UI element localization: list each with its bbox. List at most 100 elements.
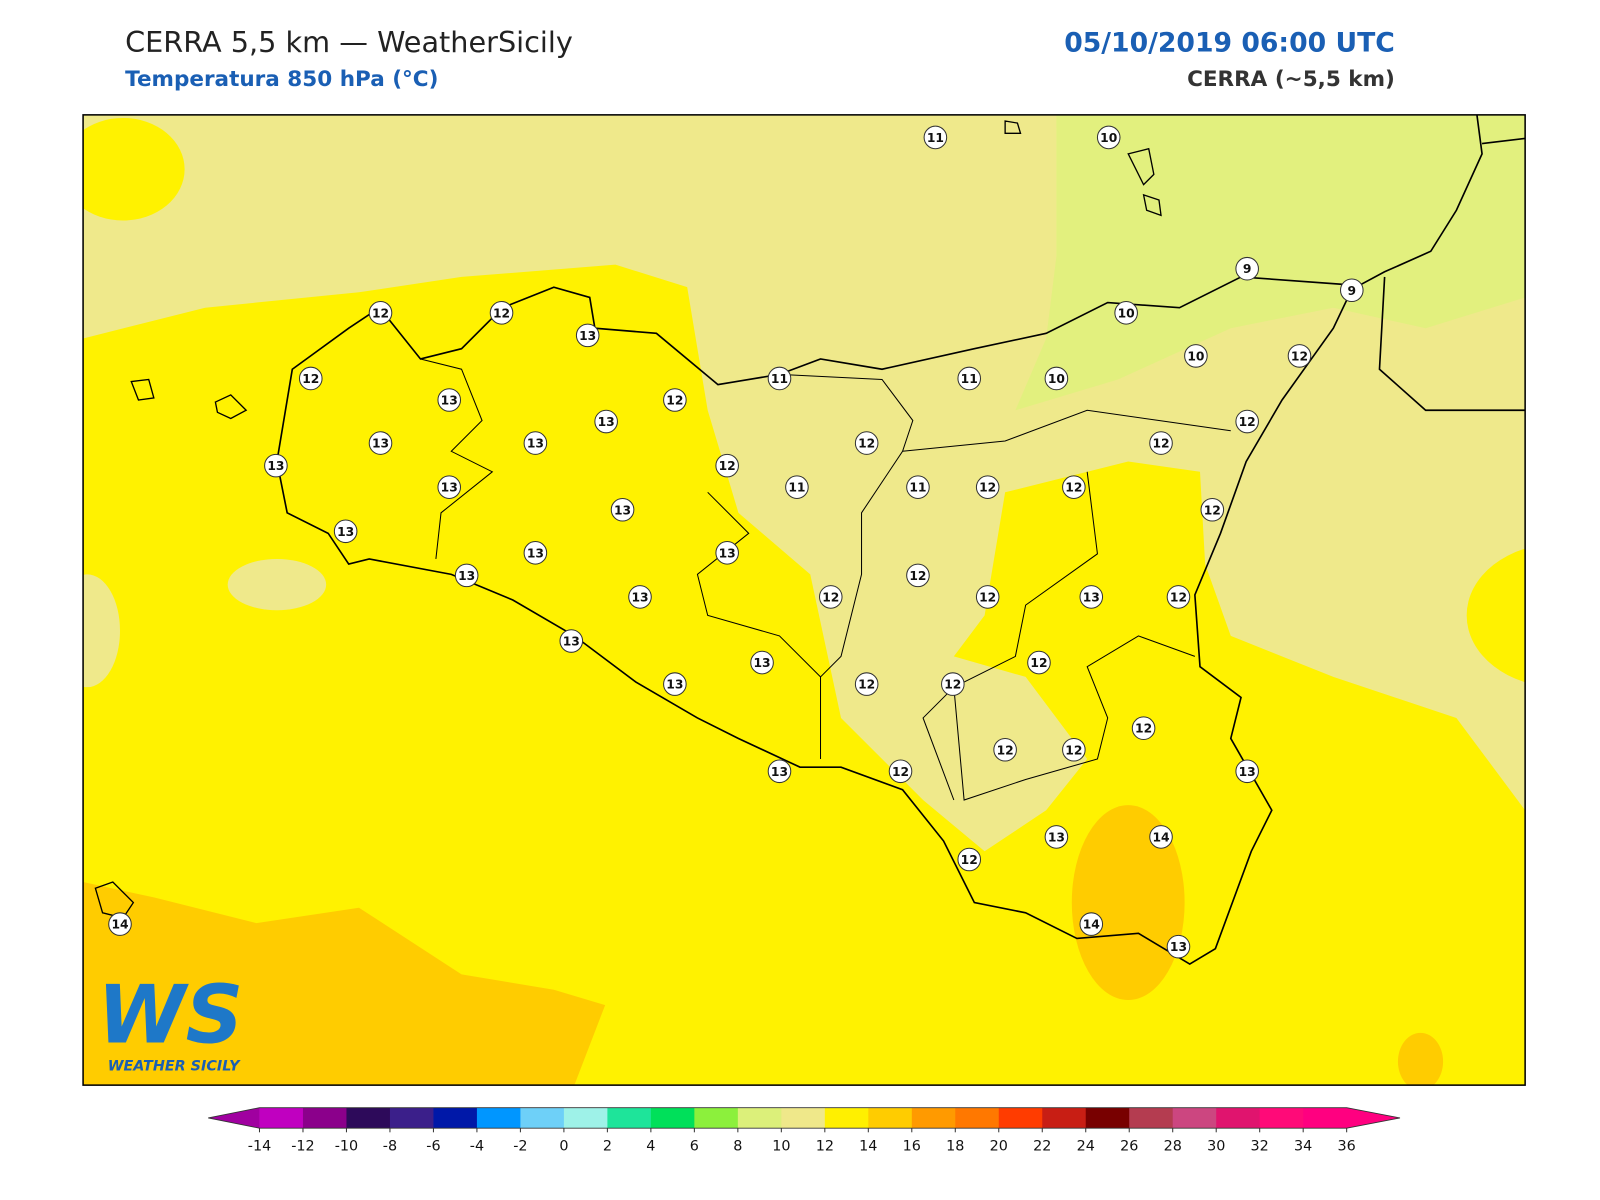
colorbar-tick-label: 34 — [1294, 1139, 1312, 1155]
station-value: 13 — [631, 590, 648, 604]
station-value: 13 — [1239, 765, 1256, 779]
station-marker — [663, 672, 687, 696]
station-marker — [559, 629, 584, 653]
station-value: 12 — [719, 459, 736, 473]
logo: WS WEATHER SICILY — [97, 968, 243, 1074]
colorbar-segment — [955, 1107, 1000, 1129]
station-value: 12 — [1291, 349, 1308, 363]
station-marker — [1287, 344, 1312, 368]
station-marker — [1079, 912, 1104, 936]
station-value: 12 — [372, 306, 389, 320]
colorbar-segment — [781, 1107, 826, 1129]
colorbar-tick-label: -12 — [291, 1139, 314, 1155]
station-marker — [663, 388, 687, 412]
station-marker — [715, 453, 739, 478]
station-marker — [906, 475, 930, 499]
colorbar: -14 -12 -10 -8 -6 -4 -2 0 2 4 6 8 10 12 14 16 18 20 22 24 26… — [208, 1107, 1401, 1155]
station-marker — [264, 453, 288, 478]
colorbar-segment — [737, 1107, 782, 1129]
station-value: 13 — [771, 765, 788, 779]
colorbar-tick-label: 10 — [772, 1139, 790, 1155]
station-marker — [1339, 278, 1364, 303]
station-value: 12 — [858, 678, 875, 692]
station-value: 12 — [909, 569, 926, 583]
station-value: 12 — [1135, 722, 1152, 736]
colorbar-tick-label: 28 — [1164, 1139, 1182, 1155]
colorbar-segment — [1085, 1107, 1130, 1129]
station-marker — [715, 541, 739, 565]
colorbar-tick-label: -6 — [426, 1139, 440, 1155]
station-value: 13 — [614, 503, 631, 517]
station-marker — [1131, 716, 1156, 740]
station-marker — [108, 912, 132, 936]
station-marker — [818, 585, 843, 609]
colorbar-segment — [389, 1107, 434, 1129]
station-marker — [1184, 344, 1208, 368]
map-frame — [82, 114, 1526, 1086]
colorbar-segment — [911, 1107, 956, 1129]
station-value: 12 — [822, 590, 839, 604]
station-marker — [785, 475, 809, 499]
station-value: 11 — [771, 372, 788, 386]
colorbar-tick-label: 30 — [1207, 1139, 1225, 1155]
station-marker — [1235, 409, 1259, 434]
station-marker — [628, 585, 652, 609]
colorbar-tick-label: 24 — [1077, 1139, 1095, 1155]
station-value: 13 — [666, 678, 683, 692]
station-value: 12 — [1239, 415, 1256, 429]
station-value: 11 — [961, 372, 978, 386]
station-marker — [1062, 737, 1086, 762]
station-value: 12 — [858, 437, 875, 451]
station-marker — [993, 737, 1017, 762]
colorbar-tick-label: 4 — [646, 1139, 655, 1155]
datetime: 05/10/2019 06:00 UTC — [1064, 28, 1395, 59]
stations: 11 10 9 9 10 12 12 13 10 12 12 11 11 10 13 12 13 12 13 13 12… — [108, 125, 1364, 959]
colorbar-tick-label: 2 — [603, 1139, 612, 1155]
station-value: 13 — [1170, 940, 1187, 954]
colorbar-segment — [1259, 1107, 1304, 1129]
station-marker — [610, 497, 635, 522]
station-value: 12 — [1065, 481, 1082, 495]
station-value: 12 — [1030, 656, 1047, 670]
station-marker — [368, 431, 393, 455]
station-marker — [888, 759, 913, 784]
station-value: 13 — [458, 569, 475, 583]
station-marker — [767, 759, 792, 784]
colorbar-tick-label: 14 — [859, 1139, 877, 1155]
colorbar-segment — [520, 1107, 565, 1129]
station-marker — [1027, 650, 1051, 675]
station-value: 9 — [1348, 284, 1357, 298]
colorbar-under — [208, 1107, 260, 1129]
station-marker — [1062, 475, 1086, 499]
station-marker — [1200, 497, 1225, 522]
colorbar-segment — [607, 1107, 652, 1129]
colorbar-segment — [1303, 1107, 1348, 1129]
station-value: 12 — [997, 743, 1014, 757]
station-value: 12 — [1065, 743, 1082, 757]
colorbar-segment — [650, 1107, 695, 1129]
colorbar-tick-label: 22 — [1033, 1139, 1051, 1155]
station-marker — [1149, 825, 1173, 849]
station-value: 12 — [1152, 437, 1169, 451]
colorbar-over — [1346, 1107, 1400, 1129]
station-value: 13 — [1083, 590, 1100, 604]
station-value: 14 — [111, 918, 128, 932]
station-value: 10 — [1118, 306, 1135, 320]
station-value: 12 — [493, 306, 510, 320]
colorbar-tick-label: -10 — [335, 1139, 358, 1155]
logo-text: WEATHER SICILY — [108, 1059, 241, 1075]
colorbar-tick-label: 12 — [816, 1139, 834, 1155]
station-marker — [454, 563, 479, 588]
colorbar-tick-label: -4 — [470, 1139, 484, 1155]
station-value: 12 — [892, 765, 909, 779]
colorbar-tick-label: 8 — [733, 1139, 742, 1155]
colorbar-tick-label: 26 — [1120, 1139, 1138, 1155]
colorbar-tick-label: 0 — [559, 1139, 568, 1155]
title: CERRA 5,5 km — WeatherSicily — [125, 25, 573, 59]
colorbar-segment — [302, 1107, 347, 1129]
station-value: 12 — [302, 372, 319, 386]
station-value: 12 — [944, 678, 961, 692]
station-marker — [437, 388, 462, 412]
station-marker — [750, 650, 774, 675]
colorbar-segment — [259, 1107, 304, 1129]
